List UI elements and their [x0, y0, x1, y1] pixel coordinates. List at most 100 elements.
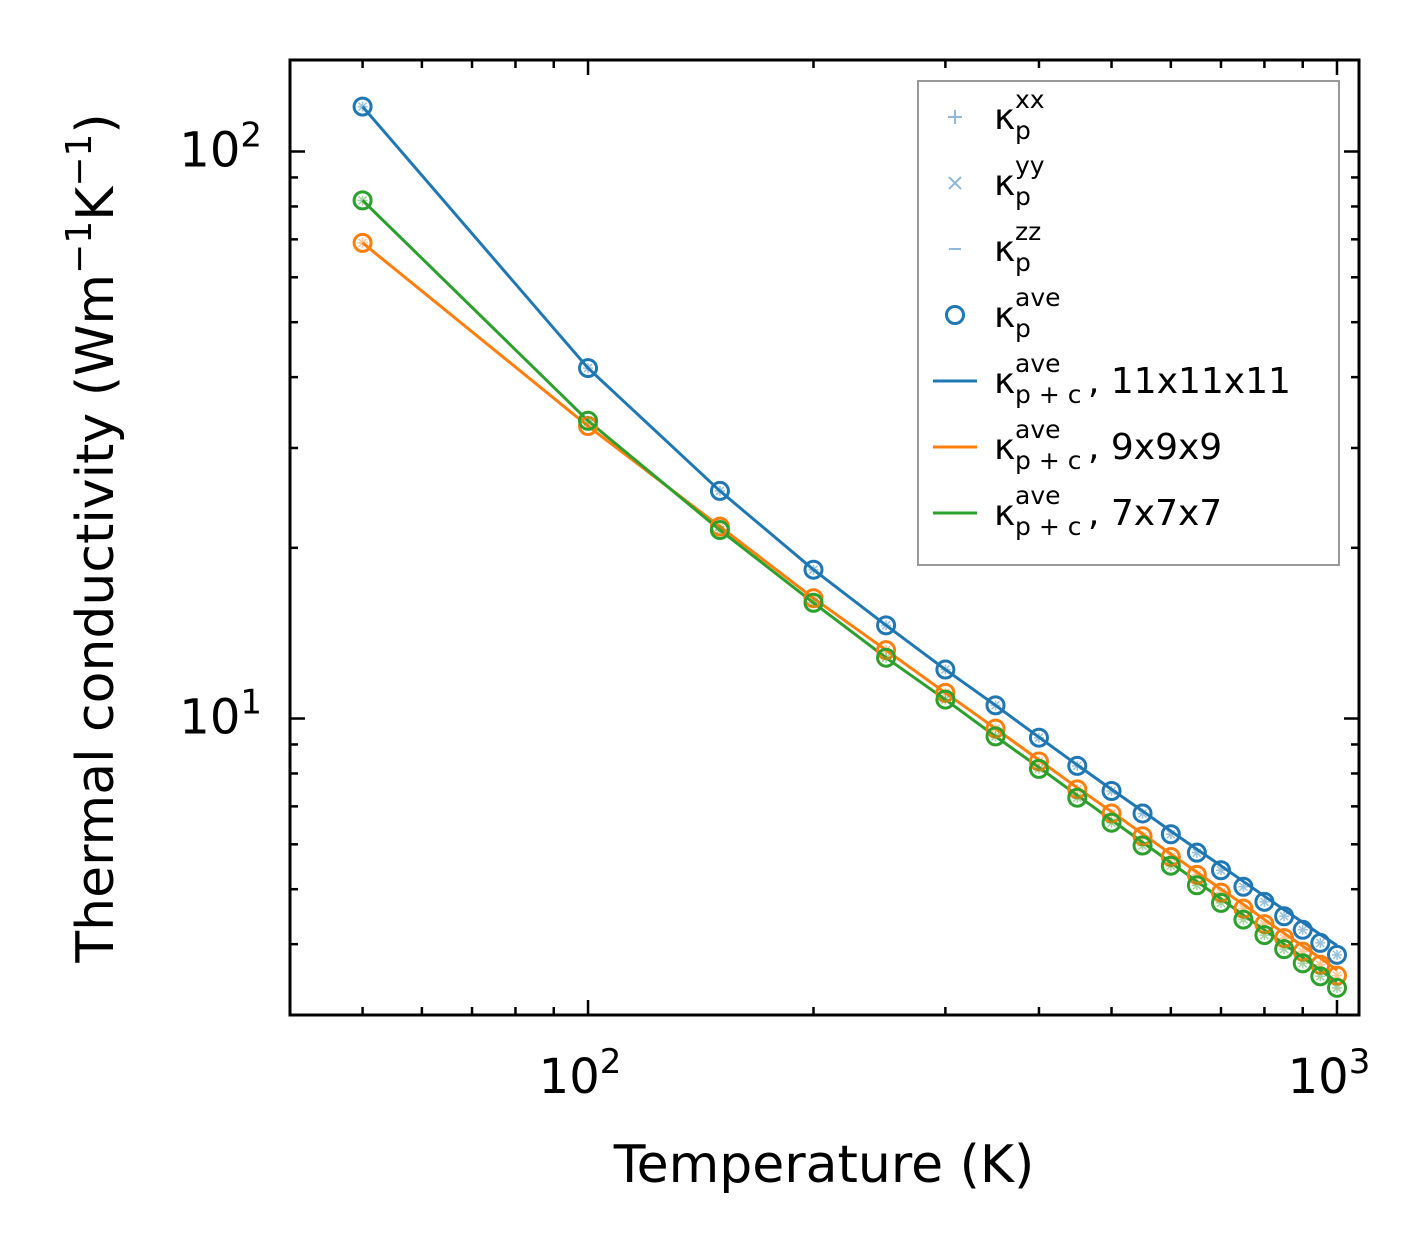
- data-point-7x7x7: [1067, 787, 1088, 808]
- legend-label: κyy p: [994, 151, 1045, 211]
- component-marker-7x7x7: [1106, 817, 1117, 828]
- x-tick-label: 103: [1288, 1042, 1371, 1105]
- component-marker-7x7x7: [1215, 897, 1226, 908]
- legend-entry: κave p: [945, 283, 1061, 343]
- component-marker-7x7x7: [357, 195, 368, 206]
- component-marker-9x9x9: [1238, 903, 1249, 914]
- data-point-9x9x9: [1101, 803, 1122, 824]
- legend-label: κave p + c, 11x11x11: [994, 349, 1291, 409]
- component-marker-11x11x11: [1033, 732, 1044, 743]
- component-marker-11x11x11: [1137, 808, 1148, 819]
- data-point-9x9x9: [935, 682, 956, 703]
- component-marker-7x7x7: [881, 652, 892, 663]
- data-point-7x7x7: [709, 520, 730, 541]
- component-marker-11x11x11: [1191, 847, 1202, 858]
- component-marker-11x11x11: [1072, 760, 1083, 771]
- data-point-9x9x9: [352, 232, 373, 253]
- component-marker-9x9x9: [1259, 919, 1270, 930]
- component-marker-11x11x11: [583, 363, 594, 374]
- legend-circle-marker: [945, 305, 965, 325]
- data-point-11x11x11: [1132, 803, 1153, 824]
- y-tick-label: 102: [179, 115, 262, 178]
- data-point-9x9x9: [1210, 882, 1231, 903]
- component-marker-11x11x11: [808, 564, 819, 575]
- component-marker-7x7x7: [583, 415, 594, 426]
- component-marker-9x9x9: [357, 237, 368, 248]
- legend-x-marker: [948, 176, 962, 190]
- legend-label: κave p + c, 9x9x9: [994, 415, 1222, 475]
- data-point-9x9x9: [1274, 928, 1295, 949]
- component-marker-7x7x7: [1033, 763, 1044, 774]
- data-point-11x11x11: [1160, 824, 1181, 845]
- component-marker-11x11x11: [1315, 937, 1326, 948]
- data-point-11x11x11: [709, 480, 730, 501]
- component-marker-9x9x9: [1315, 959, 1326, 970]
- data-point-9x9x9: [1028, 751, 1049, 772]
- legend-entry: κave p + c, 11x11x11: [933, 349, 1291, 409]
- component-marker-7x7x7: [1238, 914, 1249, 925]
- y-axis-label-exp1: −1: [59, 221, 100, 274]
- component-marker-7x7x7: [1137, 840, 1148, 851]
- data-point-7x7x7: [1292, 953, 1313, 974]
- component-marker-7x7x7: [1072, 792, 1083, 803]
- data-point-11x11x11: [1326, 944, 1347, 965]
- data-point-7x7x7: [1186, 875, 1207, 896]
- data-point-11x11x11: [1186, 842, 1207, 863]
- component-marker-9x9x9: [940, 687, 951, 698]
- data-point-9x9x9: [1292, 941, 1313, 962]
- component-marker-11x11x11: [1165, 829, 1176, 840]
- component-marker-9x9x9: [1215, 887, 1226, 898]
- component-marker-11x11x11: [357, 101, 368, 112]
- component-marker-9x9x9: [1279, 933, 1290, 944]
- data-point-7x7x7: [1326, 977, 1347, 998]
- data-point-7x7x7: [1160, 855, 1181, 876]
- legend-entry: κave p + c, 9x9x9: [933, 415, 1222, 475]
- component-marker-11x11x11: [990, 700, 1001, 711]
- data-point-9x9x9: [1186, 864, 1207, 885]
- legend-entry: κyy p: [948, 151, 1045, 211]
- legend-plus-marker: [948, 110, 962, 124]
- data-point-11x11x11: [803, 559, 824, 580]
- component-marker-9x9x9: [1191, 869, 1202, 880]
- data-point-7x7x7: [985, 726, 1006, 747]
- legend-entry: κzz p: [949, 217, 1041, 277]
- component-marker-9x9x9: [583, 421, 594, 432]
- x-tick-label: 102: [539, 1042, 622, 1105]
- data-point-9x9x9: [1254, 914, 1275, 935]
- data-point-7x7x7: [803, 592, 824, 613]
- component-marker-7x7x7: [1165, 860, 1176, 871]
- component-marker-11x11x11: [1297, 924, 1308, 935]
- data-point-7x7x7: [1210, 892, 1231, 913]
- data-point-9x9x9: [1160, 846, 1181, 867]
- data-point-7x7x7: [1101, 812, 1122, 833]
- data-point-11x11x11: [1210, 860, 1231, 881]
- component-marker-7x7x7: [1279, 944, 1290, 955]
- x-axis-label: Temperature (K): [613, 1135, 1035, 1195]
- data-point-7x7x7: [1233, 909, 1254, 930]
- component-marker-9x9x9: [808, 593, 819, 604]
- data-point-7x7x7: [1132, 835, 1153, 856]
- data-point-9x9x9: [985, 718, 1006, 739]
- component-marker-9x9x9: [1331, 970, 1342, 981]
- component-marker-7x7x7: [808, 597, 819, 608]
- component-marker-9x9x9: [714, 521, 725, 532]
- y-axis-label-exp2: −1: [59, 134, 100, 187]
- component-marker-7x7x7: [940, 694, 951, 705]
- legend-label: κave p: [994, 283, 1061, 343]
- component-marker-7x7x7: [714, 525, 725, 536]
- y-axis-label-end: ): [66, 113, 126, 133]
- legend-entry: κave p + c, 7x7x7: [933, 481, 1222, 541]
- data-point-11x11x11: [352, 96, 373, 117]
- component-marker-7x7x7: [1259, 930, 1270, 941]
- data-point-9x9x9: [1132, 826, 1153, 847]
- legend-label: κxx p: [994, 85, 1045, 145]
- data-point-11x11x11: [578, 358, 599, 379]
- component-marker-7x7x7: [1315, 971, 1326, 982]
- component-marker-11x11x11: [1331, 949, 1342, 960]
- component-marker-9x9x9: [1297, 946, 1308, 957]
- data-point-11x11x11: [1310, 932, 1331, 953]
- component-marker-7x7x7: [990, 731, 1001, 742]
- component-marker-11x11x11: [881, 620, 892, 631]
- data-point-7x7x7: [352, 190, 373, 211]
- component-marker-11x11x11: [940, 664, 951, 675]
